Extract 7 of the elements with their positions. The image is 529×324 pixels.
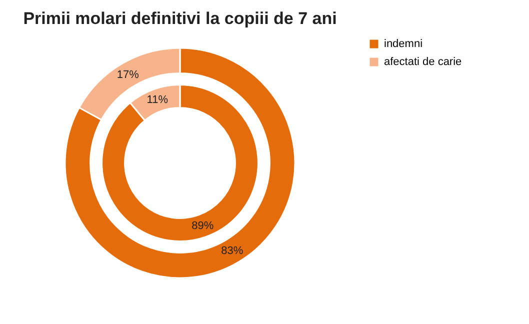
legend-label: indemni (384, 38, 423, 50)
data-label: 83% (221, 245, 244, 258)
data-label: 89% (192, 220, 214, 232)
chart-title: Primii molari definitivi la copiii de 7 ani (23, 9, 337, 28)
data-label: 17% (116, 68, 140, 81)
data-label: 11% (146, 94, 168, 106)
legend-label: afectati de carie (384, 56, 462, 68)
